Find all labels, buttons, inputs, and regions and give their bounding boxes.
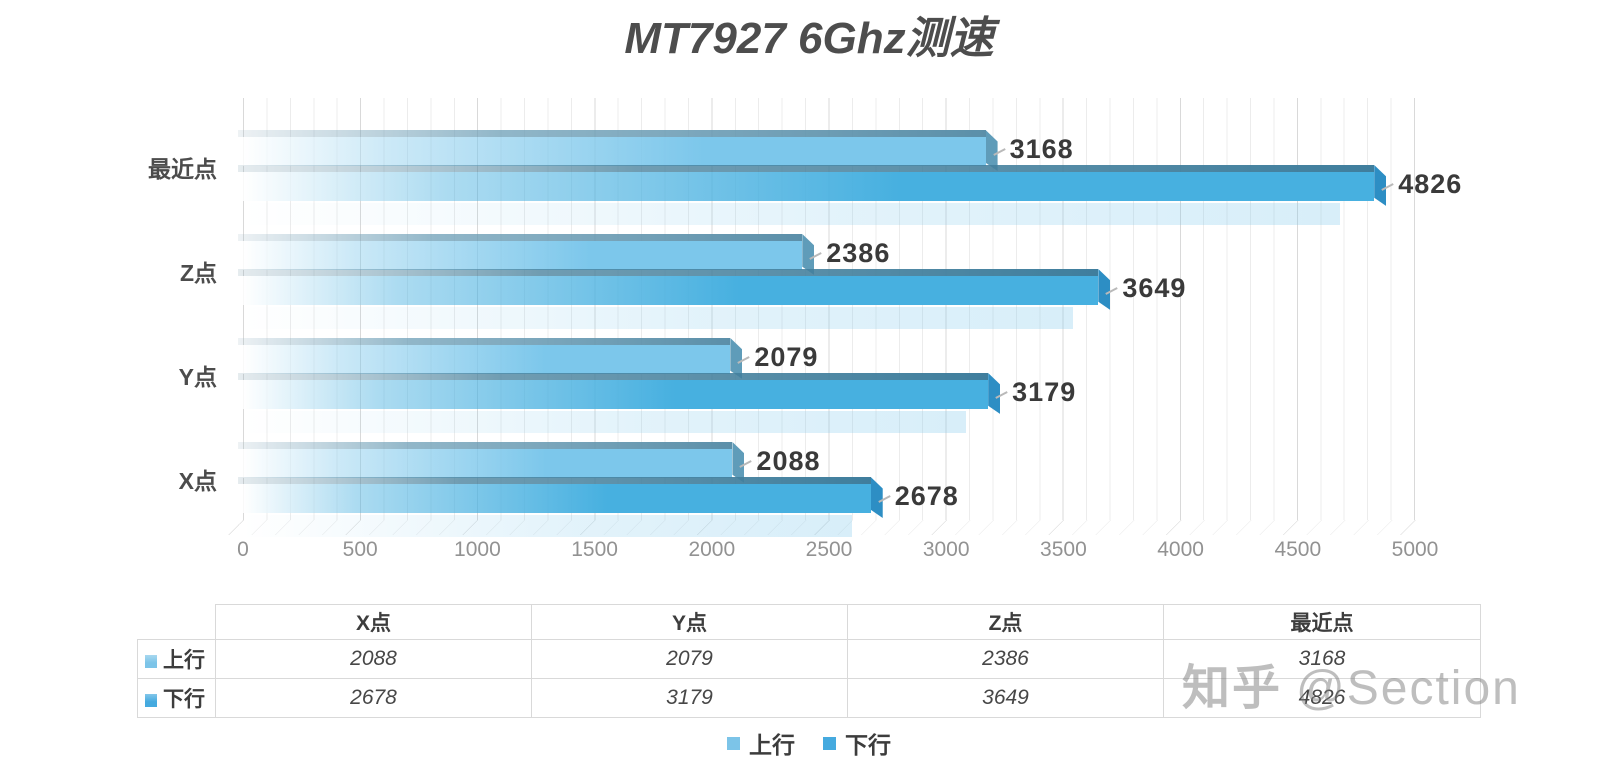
bar-body [243, 276, 1099, 305]
bar-body [243, 137, 986, 166]
x-axis-tick-label: 2500 [805, 538, 853, 561]
table-cell: 2079 [531, 639, 848, 679]
legend-item: 下行 [823, 726, 891, 760]
watermark: 知乎 @Section [1182, 648, 1521, 718]
bar-end-cap [870, 477, 883, 518]
bar-body [243, 449, 733, 478]
bar-value-label: 2079 [754, 342, 819, 372]
bar-value-label: 2088 [756, 446, 821, 476]
table-row-label: 下行 [137, 678, 216, 718]
bar-body [243, 380, 989, 409]
bar-body [243, 484, 871, 513]
table-row: 下行 2678 3179 3649 4826 [137, 678, 1481, 718]
table-row-label: 上行 [137, 639, 216, 679]
chart-title: MT7927 6Ghz测速 [624, 14, 994, 63]
legend-item: 上行 [727, 726, 795, 760]
bar-download [238, 165, 1387, 206]
bar-body [243, 345, 731, 374]
bar-top-face [238, 442, 733, 449]
bar-top-face [238, 130, 986, 137]
bar-reflection [243, 203, 1341, 225]
table-cell: 3168 [1163, 639, 1481, 679]
bar-value-label: 3168 [1009, 134, 1074, 164]
bar-end-cap [732, 442, 745, 483]
bar-upload [238, 130, 998, 171]
x-axis-tick-label: 2000 [688, 538, 736, 561]
legend-label: 上行 [749, 732, 795, 758]
bar-top-face [238, 477, 871, 484]
category-label: Y点 [178, 364, 217, 390]
bar-top-face [238, 373, 989, 380]
table-cell: 2678 [215, 678, 532, 718]
series-marker-icon [145, 655, 157, 668]
bar-end-cap [1374, 165, 1387, 206]
bar-top-face [238, 234, 803, 241]
table-cell: 2386 [847, 639, 1164, 679]
data-table: X点 Y点 Z点 最近点 上行 2088 2079 2386 3168 下行 2678 3179 364… [137, 604, 1481, 718]
bar-value-label: 2678 [894, 481, 959, 511]
bar-reflection [243, 307, 1073, 329]
x-axis-tick-label: 1000 [454, 538, 501, 561]
bar-value-label: 4826 [1398, 169, 1463, 199]
table-cell: 2088 [215, 639, 532, 679]
plot-area: 最近点 3168 4826 Z点 2386 3649 Y点 2079 3179 X点 2088 267… [148, 98, 1461, 561]
x-axis-tick-label: 1500 [571, 538, 618, 561]
table-cell: 3649 [847, 678, 1164, 718]
bar-value-label: 2386 [826, 238, 891, 268]
x-axis-tick-label: 0 [237, 538, 249, 561]
x-axis-tick-label: 3500 [1040, 538, 1087, 561]
bar-end-cap [1098, 269, 1111, 310]
bar-body [243, 241, 803, 270]
watermark-handle: @Section [1296, 662, 1521, 715]
category-label: Z点 [179, 260, 217, 286]
x-axis-tick-label: 4500 [1274, 538, 1322, 561]
x-axis-tick-label: 3000 [922, 538, 970, 561]
bar-top-face [238, 269, 1099, 276]
category-label: X点 [178, 468, 217, 494]
table-header-cell: 最近点 [1163, 604, 1481, 640]
bar-upload [238, 338, 743, 379]
legend: 上行 下行 [0, 726, 1618, 760]
bar-download [238, 477, 883, 518]
series-marker-icon [145, 694, 157, 707]
bar-top-face [238, 338, 731, 345]
bar-upload [238, 234, 815, 275]
bar-reflection [243, 515, 852, 537]
bar-download [238, 373, 1001, 414]
bar-top-face [238, 165, 1375, 172]
bar-value-label: 3649 [1122, 273, 1187, 303]
bar-download [238, 269, 1111, 310]
bar-end-cap [988, 373, 1001, 414]
bar-reflection [243, 411, 966, 433]
legend-label: 下行 [845, 732, 891, 758]
table-header-cell: Y点 [531, 604, 848, 640]
table-cell: 3179 [531, 678, 848, 718]
bar-end-cap [985, 130, 998, 171]
table-header-cell: X点 [215, 604, 532, 640]
table-corner-cell [138, 605, 216, 640]
x-axis-tick-label: 500 [342, 538, 378, 561]
bar-value-label: 3179 [1012, 377, 1077, 407]
bar-end-cap [730, 338, 743, 379]
x-axis-tick-label: 5000 [1391, 538, 1439, 561]
legend-swatch-icon [823, 736, 836, 750]
category-label: 最近点 [148, 156, 217, 182]
table-row: 上行 2088 2079 2386 3168 [137, 639, 1481, 679]
watermark-brand: 知乎 [1182, 662, 1283, 715]
table-cell: 4826 [1163, 678, 1481, 718]
bar-upload [238, 442, 745, 483]
x-axis-tick-label: 4000 [1157, 538, 1204, 561]
bar-body [243, 172, 1375, 201]
bar-end-cap [802, 234, 815, 275]
table-header-cell: Z点 [847, 604, 1164, 640]
legend-swatch-icon [727, 736, 740, 750]
